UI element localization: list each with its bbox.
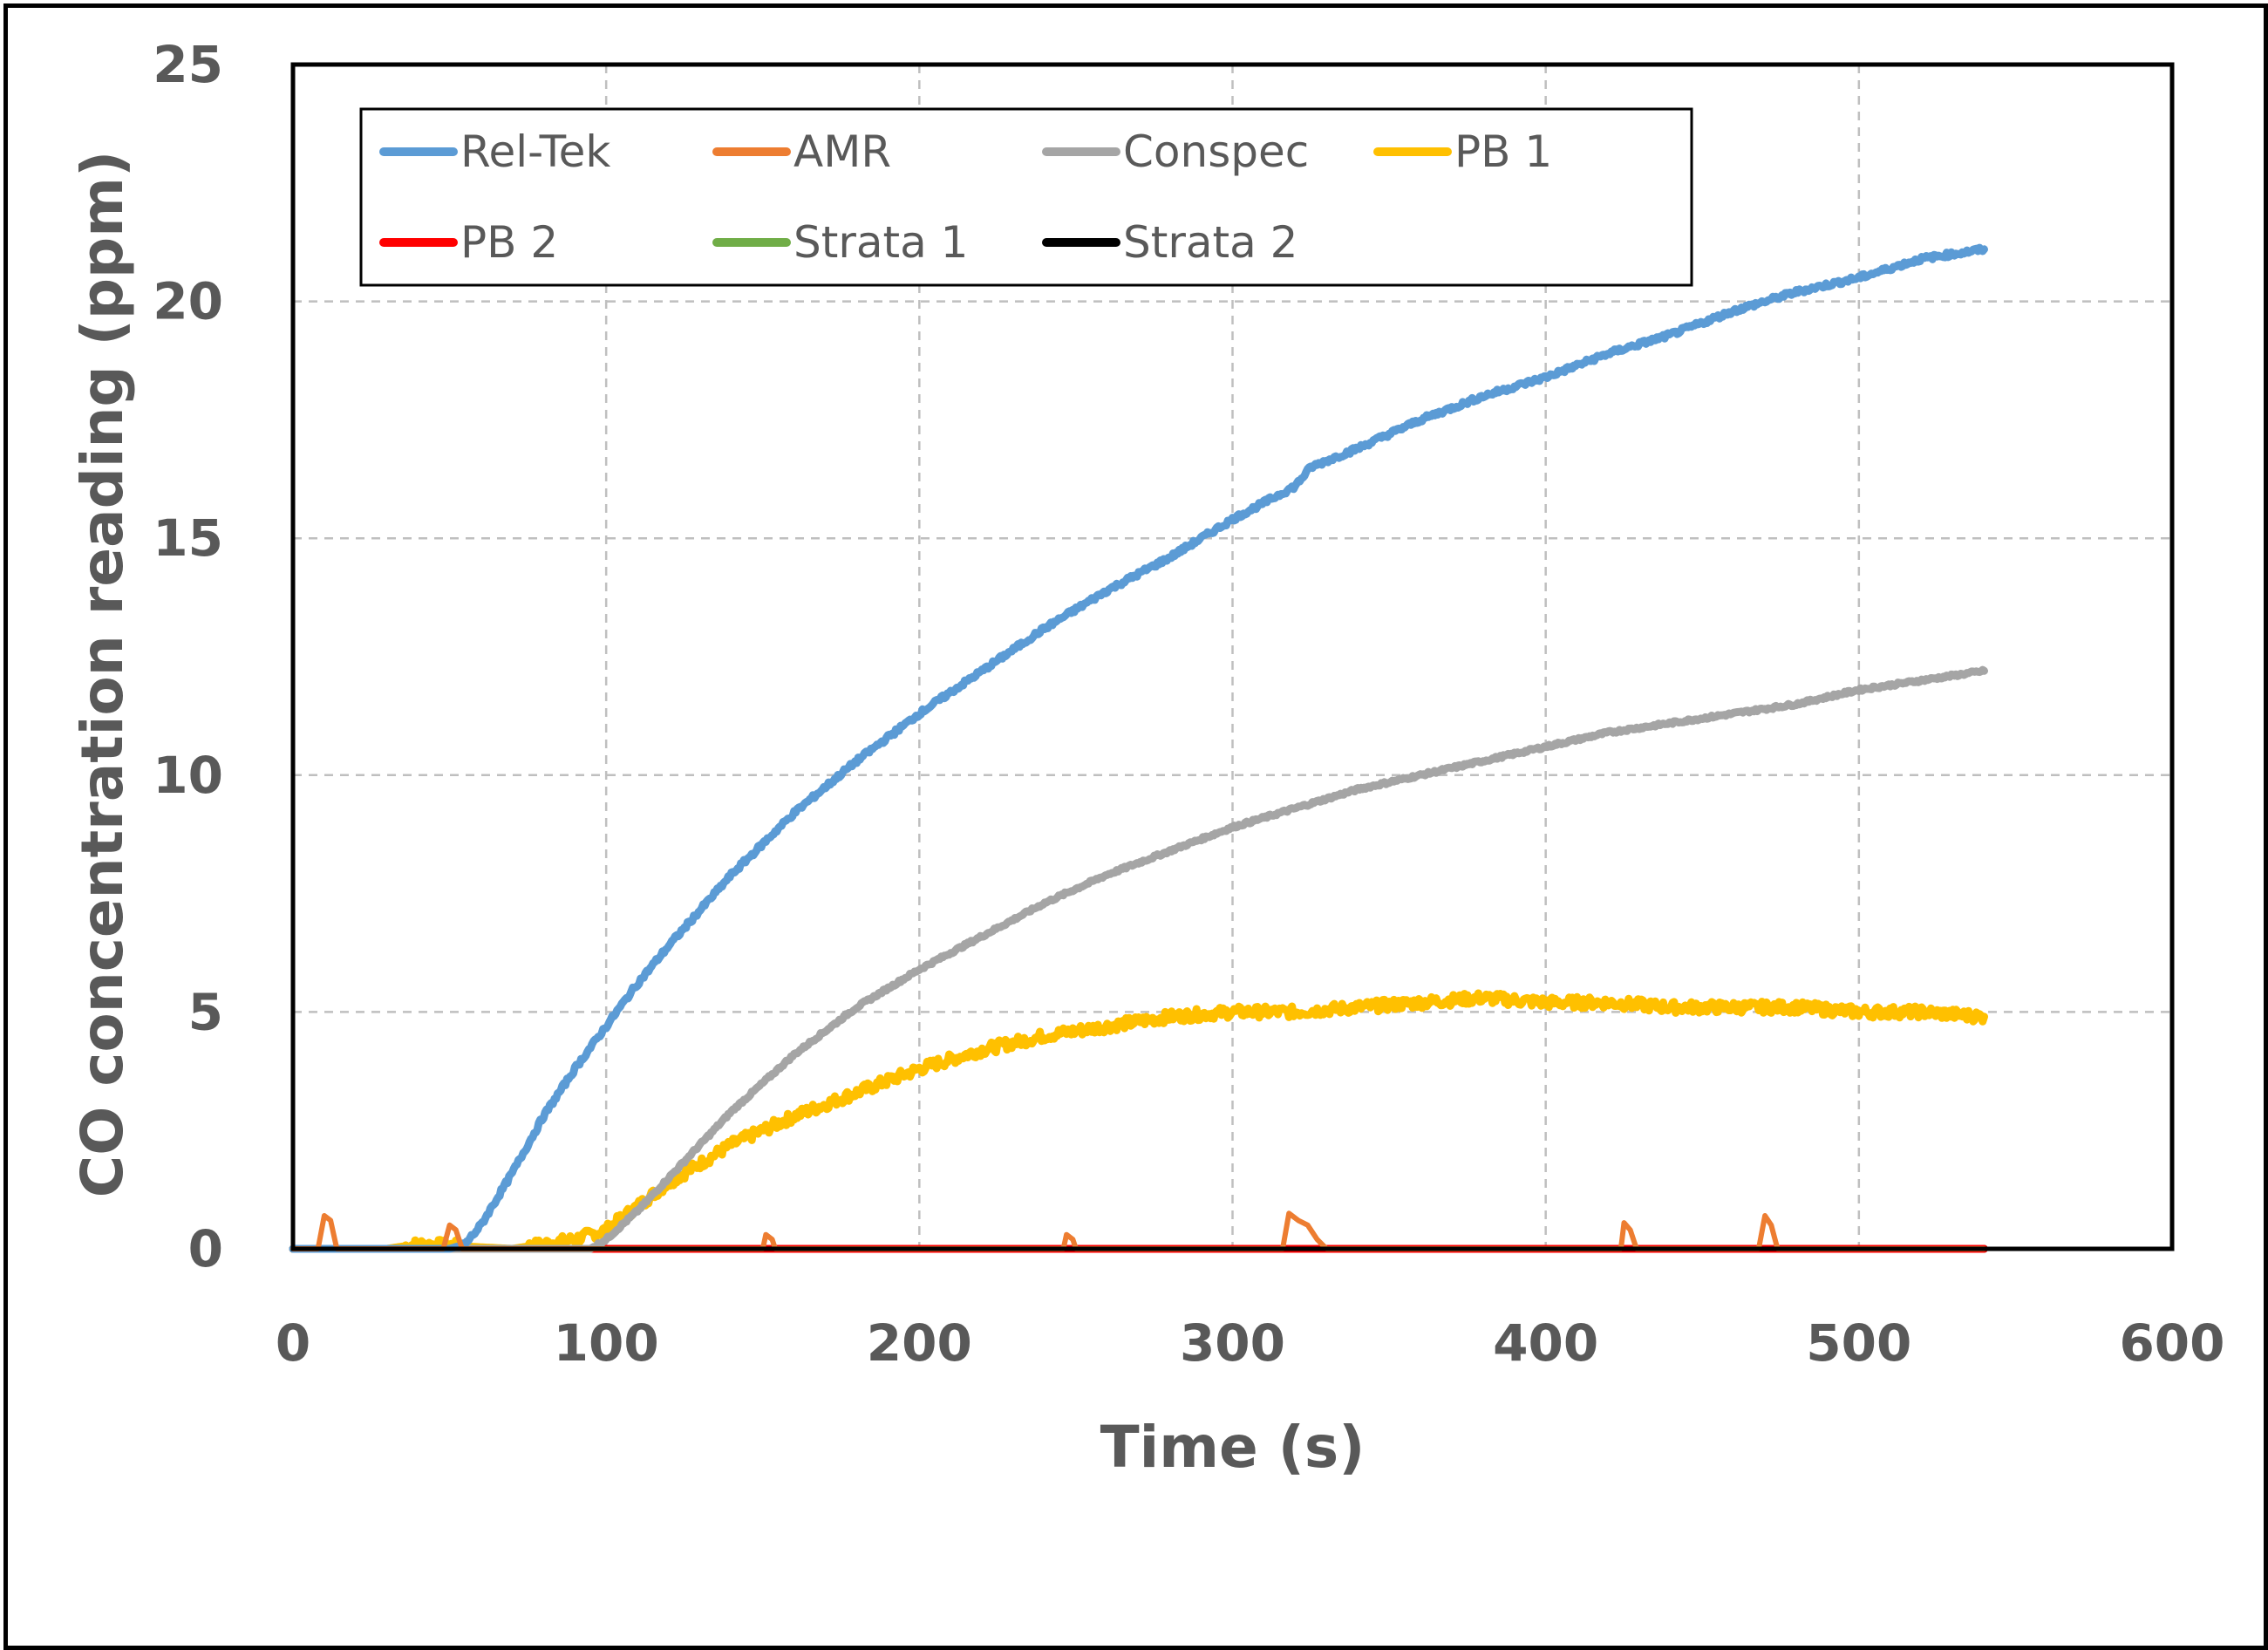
legend-label: PB 1 xyxy=(1454,126,1552,177)
y-tick-label: 20 xyxy=(153,272,223,331)
x-tick-label: 300 xyxy=(1180,1313,1285,1373)
y-axis-title: CO concentration reading (ppm) xyxy=(69,151,136,1197)
tick-labels: 0 100 200 300 400 500 600 0 5 10 15 20 25 xyxy=(153,35,2224,1373)
y-tick-label: 0 xyxy=(188,1219,223,1278)
y-tick-label: 15 xyxy=(153,508,223,568)
x-tick-label: 200 xyxy=(867,1313,972,1373)
legend-label: Conspec xyxy=(1123,126,1309,177)
x-axis-title: Time (s) xyxy=(1100,1414,1366,1481)
legend-entry: Conspec xyxy=(1042,126,1309,177)
y-tick-label: 25 xyxy=(153,35,223,94)
legend-label: Rel-Tek xyxy=(460,126,610,177)
x-tick-label: 100 xyxy=(554,1313,659,1373)
series-line-rel-tek xyxy=(289,243,1988,1253)
legend: Rel-Tek AMR Conspec PB 1 PB 2 Strata 1 Strata … xyxy=(359,107,1693,287)
plot-area-border xyxy=(290,62,2175,1251)
x-tick-label: 500 xyxy=(1806,1313,1911,1373)
legend-label: Strata 1 xyxy=(793,217,969,268)
series-lines xyxy=(289,243,1988,1253)
y-tick-label: 10 xyxy=(153,746,223,805)
x-tick-label: 600 xyxy=(2119,1313,2224,1373)
legend-entry: AMR xyxy=(712,126,891,177)
legend-label: AMR xyxy=(793,126,891,177)
x-tick-label: 400 xyxy=(1493,1313,1598,1373)
legend-entry: PB 1 xyxy=(1373,126,1552,177)
legend-label: PB 2 xyxy=(460,217,558,268)
legend-entry: Rel-Tek xyxy=(379,126,610,177)
series-line-pb-1 xyxy=(289,989,1988,1253)
x-tick-label: 0 xyxy=(276,1313,310,1373)
y-tick-label: 5 xyxy=(188,982,223,1041)
legend-box xyxy=(359,107,1693,287)
legend-entry: PB 2 xyxy=(379,217,558,268)
series-line-amr xyxy=(290,1210,1987,1251)
series-line-conspec xyxy=(289,665,1988,1253)
legend-label: Strata 2 xyxy=(1123,217,1298,268)
legend-entry: Strata 1 xyxy=(712,217,969,268)
legend-entry: Strata 2 xyxy=(1042,217,1298,268)
